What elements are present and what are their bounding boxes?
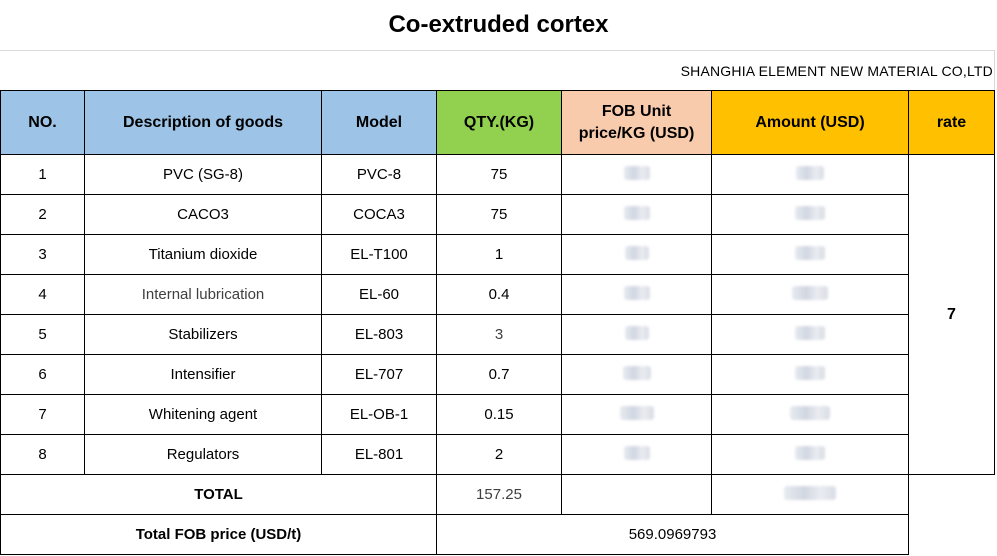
quotation-table: NO. Description of goods Model QTY.(KG) … [0, 90, 995, 555]
cell-qty[interactable]: 75 [436, 154, 562, 195]
redacted-value [784, 485, 836, 500]
redacted-value [619, 405, 654, 420]
table-row: 1 PVC (SG-8) PVC-8 75 7 [0, 154, 995, 475]
cell-qty[interactable]: 75 [436, 194, 562, 235]
fob-total-row: Total FOB price (USD/t) 569.0969793 [0, 514, 995, 555]
total-row: TOTAL 157.25 [0, 474, 995, 515]
redacted-value [795, 325, 825, 340]
table-row: 6 Intensifier EL-707 0.7 [0, 354, 995, 395]
cell-fob-unit-price[interactable] [561, 234, 712, 275]
cell-amount[interactable] [711, 434, 909, 475]
header-row: NO. Description of goods Model QTY.(KG) … [0, 90, 995, 155]
redacted-value [790, 405, 830, 420]
cell-amount[interactable] [711, 154, 909, 195]
empty-cell [908, 474, 995, 515]
cell-description[interactable]: CACO3 [84, 194, 322, 235]
cell-qty[interactable]: 3 [436, 314, 562, 355]
redacted-value [624, 325, 649, 340]
cell-model[interactable]: EL-707 [321, 354, 437, 395]
header-no[interactable]: NO. [0, 90, 85, 155]
redacted-value [623, 165, 650, 180]
redacted-value [795, 245, 825, 260]
cell-fob-unit-price[interactable] [561, 354, 712, 395]
cell-model[interactable]: EL-T100 [321, 234, 437, 275]
company-name: SHANGHIA ELEMENT NEW MATERIAL CO,LTD [680, 63, 993, 79]
cell-description[interactable]: Whitening agent [84, 394, 322, 435]
cell-model[interactable]: EL-OB-1 [321, 394, 437, 435]
cell-model[interactable]: EL-801 [321, 434, 437, 475]
cell-amount[interactable] [711, 354, 909, 395]
cell-model[interactable]: EL-803 [321, 314, 437, 355]
cell-description[interactable]: Intensifier [84, 354, 322, 395]
cell-no[interactable]: 4 [0, 274, 85, 315]
header-amount[interactable]: Amount (USD) [711, 90, 909, 155]
redacted-value [623, 445, 650, 460]
total-label[interactable]: TOTAL [0, 474, 437, 515]
cell-amount[interactable] [711, 194, 909, 235]
redacted-value [795, 365, 825, 380]
cell-description[interactable]: Internal lubrication [84, 274, 322, 315]
header-rate[interactable]: rate [908, 90, 995, 155]
table-row: 8 Regulators EL-801 2 [0, 434, 995, 475]
cell-rate[interactable]: 7 [908, 154, 995, 475]
header-fob-unit-price[interactable]: FOB Unit price/KG (USD) [561, 90, 712, 155]
redacted-value [624, 245, 649, 260]
redacted-value [795, 205, 825, 220]
cell-amount[interactable] [711, 394, 909, 435]
cell-amount[interactable] [711, 314, 909, 355]
cell-qty[interactable]: 1 [436, 234, 562, 275]
cell-amount[interactable] [711, 274, 909, 315]
fob-total-value[interactable]: 569.0969793 [436, 514, 909, 555]
cell-description[interactable]: Stabilizers [84, 314, 322, 355]
sheet-edge [994, 50, 995, 90]
redacted-value [795, 445, 825, 460]
total-qty[interactable]: 157.25 [436, 474, 562, 515]
cell-amount[interactable] [711, 234, 909, 275]
cell-fob-unit-price[interactable] [561, 154, 712, 195]
cell-fob-unit-price[interactable] [561, 274, 712, 315]
header-qty[interactable]: QTY.(KG) [436, 90, 562, 155]
table-row: 7 Whitening agent EL-OB-1 0.15 [0, 394, 995, 435]
title-divider [0, 50, 994, 51]
cell-model[interactable]: COCA3 [321, 194, 437, 235]
cell-qty[interactable]: 2 [436, 434, 562, 475]
cell-description[interactable]: Regulators [84, 434, 322, 475]
cell-no[interactable]: 5 [0, 314, 85, 355]
sheet-title: Co-extruded cortex [388, 11, 609, 38]
table-row: 2 CACO3 COCA3 75 [0, 194, 995, 235]
cell-qty[interactable]: 0.15 [436, 394, 562, 435]
cell-fob-unit-price[interactable] [561, 194, 712, 235]
cell-fob-unit-price[interactable] [561, 394, 712, 435]
redacted-value [623, 285, 650, 300]
cell-description[interactable]: PVC (SG-8) [84, 154, 322, 195]
cell-fob-unit-price[interactable] [561, 314, 712, 355]
total-fob-unit-price[interactable] [561, 474, 712, 515]
cell-no[interactable]: 8 [0, 434, 85, 475]
redacted-value [623, 205, 650, 220]
fob-total-label[interactable]: Total FOB price (USD/t) [0, 514, 437, 555]
header-fob-line2: price/KG (USD) [578, 124, 695, 142]
header-model[interactable]: Model [321, 90, 437, 155]
header-description[interactable]: Description of goods [84, 90, 322, 155]
cell-no[interactable]: 6 [0, 354, 85, 395]
table-row: 5 Stabilizers EL-803 3 [0, 314, 995, 355]
empty-cell [908, 514, 995, 555]
cell-model[interactable]: PVC-8 [321, 154, 437, 195]
redacted-value [796, 165, 824, 180]
cell-no[interactable]: 1 [0, 154, 85, 195]
table-row: 3 Titanium dioxide EL-T100 1 [0, 234, 995, 275]
cell-no[interactable]: 2 [0, 194, 85, 235]
cell-fob-unit-price[interactable] [561, 434, 712, 475]
redacted-value [792, 285, 828, 300]
total-amount[interactable] [711, 474, 909, 515]
cell-qty[interactable]: 0.7 [436, 354, 562, 395]
cell-no[interactable]: 7 [0, 394, 85, 435]
cell-description[interactable]: Titanium dioxide [84, 234, 322, 275]
cell-qty[interactable]: 0.4 [436, 274, 562, 315]
table-row: 4 Internal lubrication EL-60 0.4 [0, 274, 995, 315]
redacted-value [622, 365, 651, 380]
header-fob-line1: FOB Unit [601, 102, 672, 120]
cell-model[interactable]: EL-60 [321, 274, 437, 315]
cell-no[interactable]: 3 [0, 234, 85, 275]
